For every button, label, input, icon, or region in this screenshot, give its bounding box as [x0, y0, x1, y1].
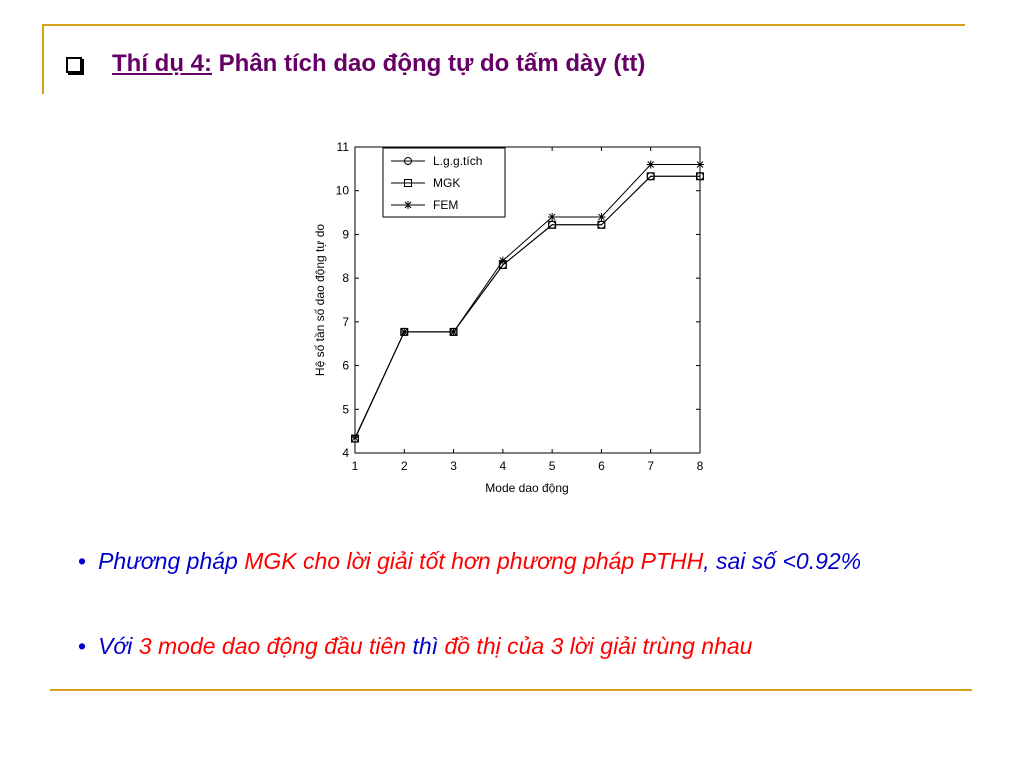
title-label: Thí dụ 4: — [112, 50, 212, 77]
x-tick-label: 2 — [401, 459, 408, 473]
text-run: Với — [98, 633, 139, 659]
x-tick-label: 6 — [598, 459, 605, 473]
legend-label: FEM — [433, 198, 458, 212]
x-tick-label: 4 — [500, 459, 507, 473]
marker — [548, 212, 557, 221]
bullet-icon — [66, 57, 82, 73]
rule — [50, 689, 972, 691]
text-run: đồ thị của 3 lời giải trùng nhau — [444, 633, 753, 659]
text-run: thì — [412, 633, 445, 659]
marker — [696, 172, 704, 181]
y-tick-label: 11 — [337, 140, 350, 154]
rule — [42, 24, 965, 26]
y-tick-label: 7 — [342, 315, 349, 329]
marker — [597, 220, 606, 229]
x-tick-label: 1 — [352, 459, 359, 473]
y-axis-label: Hệ số tần số dao động tự do — [313, 224, 327, 376]
slide-title: Thí dụ 4: Phân tích dao động tự do tấm d… — [112, 50, 645, 78]
marker — [404, 201, 412, 209]
rule — [42, 24, 44, 94]
marker — [404, 179, 412, 187]
y-tick-label: 5 — [342, 402, 349, 416]
text-run: Phương pháp — [98, 548, 245, 574]
x-axis-label: Mode dao động — [485, 481, 568, 495]
x-tick-label: 8 — [697, 459, 704, 473]
bullet: • Với 3 mode dao động đầu tiên thì đồ thị… — [78, 630, 968, 663]
bullet-dot: • — [78, 633, 87, 659]
marker — [646, 172, 655, 181]
text-run: 3 mode dao động đầu tiên — [138, 633, 413, 659]
x-tick-label: 5 — [549, 459, 556, 473]
x-tick-label: 3 — [450, 459, 457, 473]
marker — [404, 157, 412, 165]
x-tick-label: 7 — [647, 459, 654, 473]
chart: Mode dao động Hệ số tần số dao động tự d… — [313, 140, 704, 495]
bullet-dot: • — [78, 548, 87, 574]
marker — [696, 160, 704, 169]
marker — [646, 160, 655, 169]
legend-label: MGK — [433, 176, 460, 190]
marker — [400, 327, 409, 336]
bullet: • Phương pháp MGK cho lời giải tốt hơn ph… — [78, 545, 968, 578]
y-tick-label: 10 — [336, 184, 350, 198]
y-tick-label: 9 — [342, 227, 349, 241]
y-tick-label: 6 — [342, 359, 349, 373]
text-run: MGK cho lời giải tốt hơn phương pháp PTH… — [244, 548, 704, 574]
title-text: Phân tích dao động tự do tấm dày (tt) — [218, 50, 646, 77]
text-run: , sai số <0.92% — [703, 548, 862, 574]
series-line — [354, 163, 700, 438]
plot-frame — [354, 146, 701, 454]
marker — [597, 212, 606, 221]
marker — [351, 433, 359, 442]
marker — [449, 327, 458, 336]
marker — [498, 256, 507, 265]
y-tick-label: 8 — [342, 271, 349, 285]
marker — [548, 220, 557, 229]
y-tick-label: 4 — [342, 446, 349, 460]
legend-label: L.g.g.tích — [433, 154, 482, 168]
